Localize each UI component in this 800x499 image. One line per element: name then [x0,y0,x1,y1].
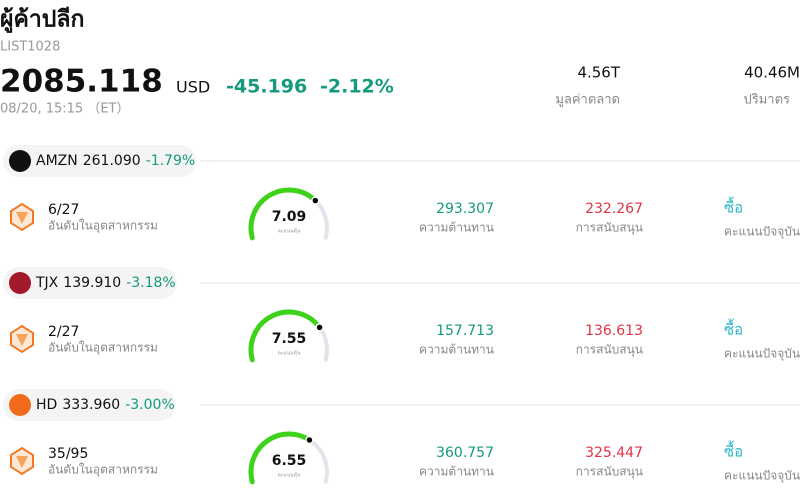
rating-label: คะแนนปัจจุบัน [724,469,800,484]
change: -45.196 [226,76,307,98]
change-pct: -2.12% [320,76,394,98]
gauge-fill [248,431,312,485]
rank: 6/27 [48,202,79,218]
rank: 2/27 [48,324,79,340]
gauge-dot [305,435,314,445]
ticker: AMZN [36,153,78,169]
support-label: การสนับสนุน [576,343,643,358]
currency: USD [176,78,210,97]
stock-price: 261.090 [83,153,141,169]
score-label: คะแนนหุ้น [278,228,301,235]
support: 232.267 [585,201,643,217]
stock-change: -3.18% [126,275,176,291]
resistance: 157.713 [436,323,494,339]
stock-pill[interactable] [3,267,177,299]
resistance-label: ความต้านทาน [419,221,494,235]
stock-logo [9,150,31,172]
ticker: HD [36,397,57,413]
gauge-dot [315,323,324,332]
stock-price: 333.960 [62,397,120,413]
stock-price: 139.910 [63,275,121,291]
rating: ซื้อ [724,441,743,461]
price: 2085.118 [0,64,163,100]
stock-change: -1.79% [146,153,196,169]
rating: ซื้อ [724,319,743,339]
gauge-dot [311,196,320,205]
rank-icon-inner [16,212,28,224]
stock-pill[interactable] [3,145,197,177]
gauge-fill [248,187,318,241]
time: 08/20, 15:15 （ET） [0,102,129,117]
score-label: คะแนนหุ้น [278,472,301,479]
rating-label: คะแนนปัจจุบัน [724,225,800,240]
support-label: การสนับสนุน [576,221,643,236]
score-label: คะแนนหุ้น [278,350,301,357]
score: 7.55 [272,331,307,347]
rating-label: คะแนนปัจจุบัน [724,347,800,362]
stat-value: 4.56T [577,64,620,82]
stat-label: มูลค่าตลาด [555,93,620,108]
resistance-label: ความต้านทาน [419,465,494,479]
score: 7.09 [272,209,307,225]
support: 136.613 [585,323,643,339]
score: 6.55 [272,453,307,469]
stock-change: -3.00% [125,397,175,413]
stat-label: ปริมาตร [743,93,790,108]
support-label: การสนับสนุน [576,465,643,480]
support: 325.447 [585,445,643,461]
title: ผู้ค้าปลีก [0,7,84,34]
rank-label: อันดับในอุตสาหกรรม [48,463,158,478]
code: LIST1028 [0,40,60,55]
resistance: 360.757 [436,445,494,461]
stock-line: TJX 139.910 -3.18% [35,275,176,291]
stock-logo [9,272,31,294]
stock-line: HD 333.960 -3.00% [36,397,175,413]
stock-logo [9,394,31,416]
rank-label: อันดับในอุตสาหกรรม [48,341,158,356]
stock-line: AMZN 261.090 -1.79% [36,153,195,169]
gauge-fill [248,309,323,363]
stat-value: 40.46M [744,64,800,82]
resistance-label: ความต้านทาน [419,343,494,357]
ticker: TJX [35,275,59,291]
stock-pill[interactable] [3,389,176,421]
rank: 35/95 [48,446,88,462]
rating: ซื้อ [724,197,743,217]
rank-icon-inner [16,456,28,468]
rank-icon-inner [16,334,28,346]
rank-label: อันดับในอุตสาหกรรม [48,219,158,234]
resistance: 293.307 [436,201,494,217]
